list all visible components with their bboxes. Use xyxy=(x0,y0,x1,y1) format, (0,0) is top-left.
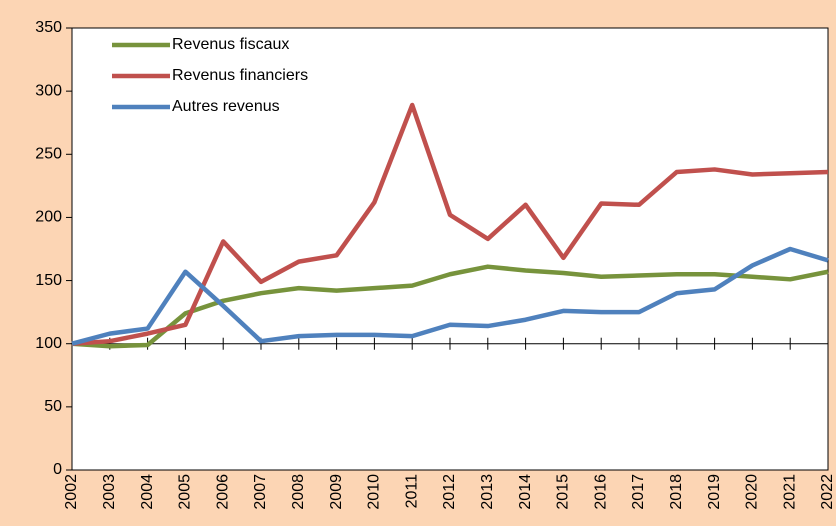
x-tick-label: 2009 xyxy=(328,474,345,510)
x-tick-label: 2017 xyxy=(630,474,647,510)
y-tick-label: 100 xyxy=(35,335,62,352)
series-line xyxy=(71,246,829,346)
x-tick-label: 2020 xyxy=(744,474,761,510)
legend-label: Revenus financiers xyxy=(172,67,308,84)
x-tick-label: 2004 xyxy=(139,474,156,510)
x-tick-label: 2005 xyxy=(177,474,194,510)
y-tick-label: 50 xyxy=(44,398,62,415)
x-tick-label: 2010 xyxy=(366,474,383,510)
series-line xyxy=(71,102,829,346)
legend-label: Autres revenus xyxy=(172,98,280,115)
x-tick-label: 2002 xyxy=(63,474,80,510)
x-tick-label: 2006 xyxy=(214,474,231,510)
y-tick-label: 250 xyxy=(35,146,62,163)
x-tick-label: 2016 xyxy=(592,474,609,510)
y-tick-label: 350 xyxy=(35,19,62,36)
x-tick-label: 2012 xyxy=(441,474,458,510)
x-tick-label: 2022 xyxy=(819,474,836,510)
y-tick-label: 300 xyxy=(35,82,62,99)
plot-area xyxy=(71,27,829,471)
y-tick-label: 200 xyxy=(35,209,62,226)
x-tick-label: 2021 xyxy=(781,474,798,510)
series-line xyxy=(71,264,829,349)
x-tick-label: 2011 xyxy=(403,474,420,509)
legend-label: Revenus fiscaux xyxy=(172,36,289,53)
y-tick-label: 150 xyxy=(35,272,62,289)
x-tick-label: 2013 xyxy=(479,474,496,510)
x-tick-label: 2019 xyxy=(706,474,723,510)
x-tick-label: 2007 xyxy=(252,474,269,510)
x-tick-label: 2018 xyxy=(668,474,685,510)
x-tick-label: 2003 xyxy=(101,474,118,510)
y-tick-label: 0 xyxy=(53,461,62,478)
x-tick-label: 2014 xyxy=(517,474,534,510)
x-tick-label: 2015 xyxy=(555,474,572,510)
x-tick-label: 2008 xyxy=(290,474,307,510)
